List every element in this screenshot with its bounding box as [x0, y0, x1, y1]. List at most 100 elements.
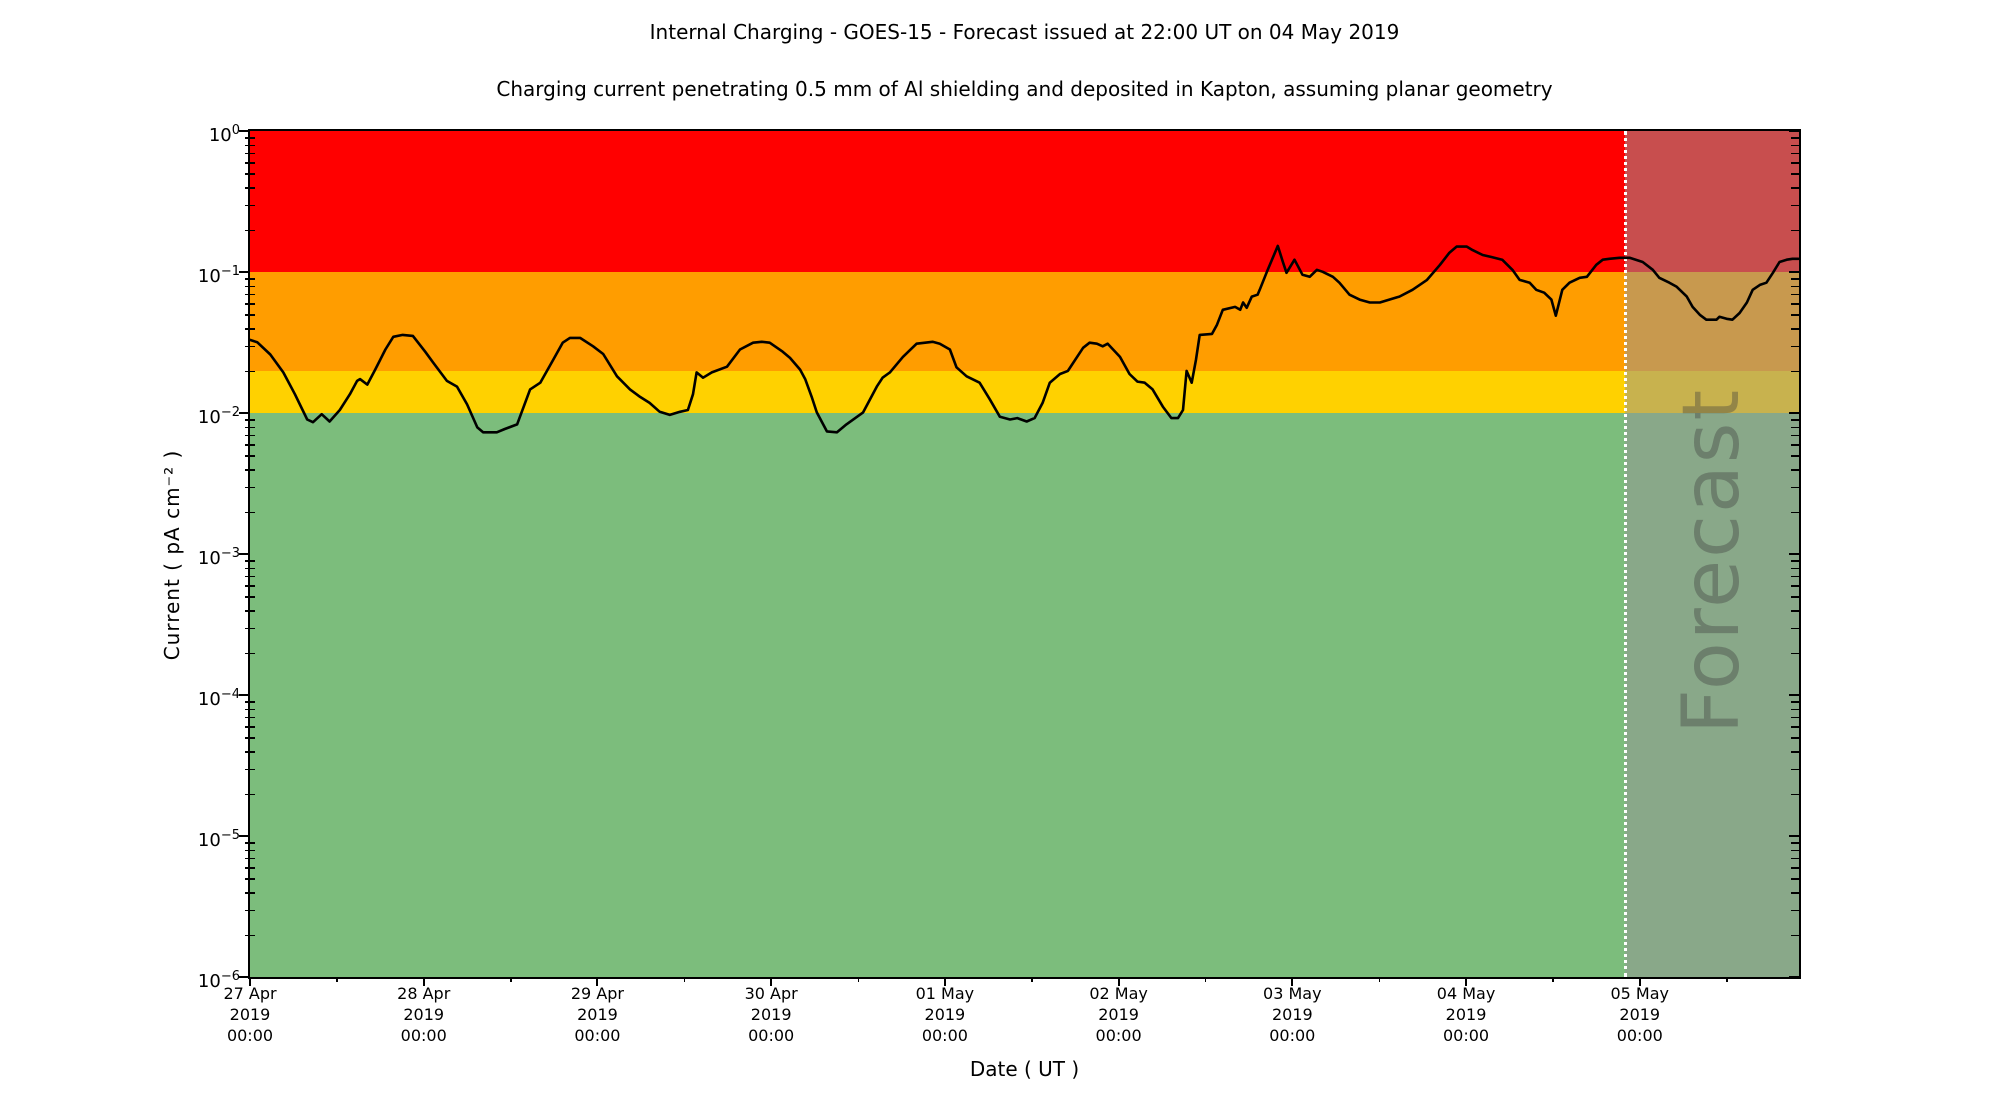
y-minor-tick-right — [1791, 434, 1799, 437]
x-minor-tick — [336, 977, 338, 982]
y-major-tick — [239, 835, 250, 837]
x-major-tick — [943, 977, 946, 986]
y-minor-tick-right — [1791, 144, 1799, 147]
y-minor-tick-right — [1791, 701, 1799, 703]
y-minor-tick-left — [245, 162, 255, 164]
x-tick-label-line: 2019 — [577, 1005, 618, 1024]
x-tick-label: 28 Apr 2019 00:00 — [354, 983, 494, 1046]
y-minor-tick-left — [245, 842, 255, 844]
y-minor-tick-right — [1791, 278, 1799, 280]
y-major-tick — [239, 271, 250, 273]
y-minor-tick-left — [245, 627, 255, 630]
y-minor-tick-left — [245, 909, 255, 912]
y-minor-tick-left — [245, 610, 255, 612]
y-minor-tick-right — [1791, 328, 1799, 330]
y-minor-tick-left — [245, 285, 255, 288]
zone-yellow — [250, 370, 1799, 413]
y-minor-tick-right — [1791, 842, 1799, 844]
y-minor-tick-right — [1791, 793, 1799, 796]
plot-canvas: Forecast — [250, 131, 1799, 977]
x-major-tick — [249, 977, 251, 986]
x-tick-label-line: 00:00 — [1095, 1026, 1142, 1045]
x-major-tick — [1291, 977, 1294, 986]
data-curve-charging-current — [250, 244, 1799, 434]
y-minor-tick-left — [245, 652, 255, 655]
y-minor-tick-left — [245, 892, 255, 894]
x-minor-tick — [1552, 977, 1554, 982]
curve-layer — [250, 244, 1799, 434]
y-minor-tick-left — [245, 768, 255, 771]
x-tick-label-line: 00:00 — [226, 1026, 274, 1045]
x-major-tick — [1638, 977, 1641, 986]
x-tick-label-line: 00:00 — [574, 1026, 621, 1045]
x-tick-label: 02 May 2019 00:00 — [1049, 983, 1189, 1046]
y-minor-tick-right — [1791, 345, 1799, 348]
y-minor-tick-right — [1791, 751, 1799, 753]
y-minor-tick-left — [245, 560, 255, 562]
y-minor-tick-left — [245, 444, 255, 446]
y-major-tick-inner-right — [1789, 835, 1799, 837]
x-tick-label-line: 2019 — [924, 1005, 966, 1024]
y-minor-tick-left — [245, 370, 255, 373]
x-tick-label-line: 29 Apr — [570, 984, 624, 1003]
y-minor-tick-right — [1791, 849, 1799, 852]
y-minor-tick-left — [245, 867, 255, 869]
x-major-tick — [770, 977, 773, 986]
y-minor-tick-right — [1791, 878, 1799, 880]
x-tick-label-line: 2019 — [1445, 1005, 1487, 1024]
y-minor-tick-right — [1791, 560, 1799, 562]
x-minor-tick — [1726, 977, 1728, 982]
y-minor-tick-right — [1791, 726, 1799, 728]
chart-subtitle: Charging current penetrating 0.5 mm of A… — [496, 77, 1553, 101]
y-minor-tick-right — [1791, 737, 1799, 739]
x-tick-label-line: 00:00 — [748, 1026, 795, 1045]
y-minor-tick-left — [245, 173, 255, 175]
y-minor-tick-left — [245, 314, 255, 316]
y-minor-tick-left — [245, 345, 255, 348]
x-tick-label: 30 Apr 2019 00:00 — [701, 983, 841, 1046]
y-minor-tick-left — [245, 278, 255, 280]
x-tick-label-line: 2019 — [750, 1005, 792, 1024]
x-tick-label-line: 2019 — [1098, 1005, 1139, 1024]
x-minor-tick — [1378, 977, 1381, 982]
x-tick-label-line: 00:00 — [1269, 1026, 1316, 1045]
y-tick-label: 10−1 — [197, 264, 240, 287]
y-minor-tick-left — [245, 708, 255, 711]
y-minor-tick-left — [245, 303, 255, 305]
y-tick-label: 10−5 — [197, 828, 240, 851]
x-tick-label-line: 00:00 — [400, 1026, 447, 1045]
y-minor-tick-right — [1791, 469, 1799, 471]
zone-red — [250, 131, 1799, 272]
y-major-tick-inner-right — [1789, 130, 1799, 132]
x-tick-label-line: 03 May — [1263, 984, 1322, 1003]
y-minor-tick-right — [1791, 370, 1799, 373]
x-tick-label-line: 2019 — [403, 1005, 445, 1024]
y-minor-tick-left — [245, 328, 255, 330]
y-minor-tick-right — [1791, 627, 1799, 630]
y-minor-tick-right — [1791, 426, 1799, 429]
y-minor-tick-right — [1791, 162, 1799, 164]
x-minor-tick — [683, 977, 686, 982]
x-tick-label-line: 00:00 — [1442, 1026, 1490, 1045]
zone-green — [250, 413, 1799, 977]
y-minor-tick-left — [245, 204, 255, 207]
y-minor-tick-right — [1791, 444, 1799, 446]
x-axis-label: Date ( UT ) — [969, 1057, 1080, 1081]
y-minor-tick-left — [245, 934, 255, 937]
y-minor-tick-left — [245, 469, 255, 471]
y-minor-tick-right — [1791, 187, 1799, 189]
y-minor-tick-right — [1791, 867, 1799, 869]
x-tick-label-line: 27 Apr — [223, 984, 277, 1003]
x-tick-label-line: 2019 — [1619, 1005, 1661, 1024]
y-tick-label: 10−3 — [197, 546, 240, 569]
y-minor-tick-right — [1791, 303, 1799, 305]
y-minor-tick-right — [1791, 857, 1799, 860]
y-minor-tick-left — [245, 419, 255, 421]
y-minor-tick-left — [245, 793, 255, 796]
x-tick-label-line: 02 May — [1089, 984, 1148, 1003]
y-minor-tick-left — [245, 878, 255, 880]
y-minor-tick-left — [245, 726, 255, 728]
y-minor-tick-left — [245, 701, 255, 703]
y-minor-tick-right — [1791, 285, 1799, 288]
y-minor-tick-right — [1791, 204, 1799, 207]
